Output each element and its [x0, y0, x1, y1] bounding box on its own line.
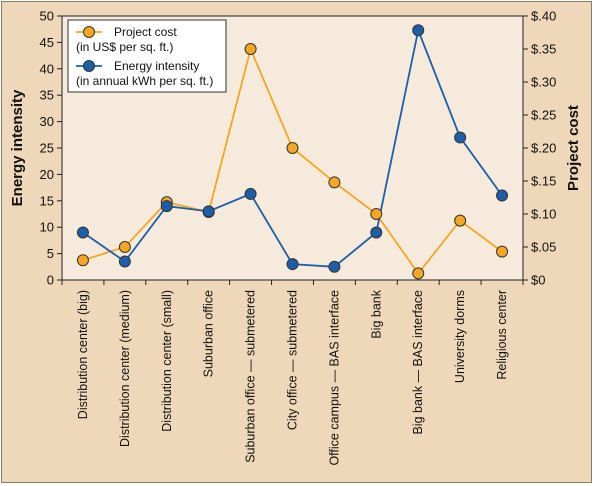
y2-tick-label: $.40: [531, 9, 556, 24]
cost-point: [328, 176, 341, 189]
cost-point: [454, 214, 467, 227]
energy-point: [454, 131, 467, 144]
y-tick-label: 30: [40, 114, 54, 129]
energy-point: [328, 260, 341, 273]
y-axis-title: Energy intensity: [9, 89, 26, 206]
y-tick-label: 25: [40, 141, 54, 156]
y2-tick-label: $.05: [531, 240, 556, 255]
energy-point: [244, 187, 257, 200]
x-tick-label: Religious center: [495, 290, 509, 380]
y-tick-label: 20: [40, 167, 54, 182]
y-tick-label: 10: [40, 220, 54, 235]
cost-point: [496, 245, 509, 258]
x-tick-label: Suburban office: [202, 290, 216, 377]
y2-tick-label: $.30: [531, 75, 556, 90]
energy-point: [160, 200, 173, 213]
x-tick-label: Suburban office — submetered: [244, 290, 258, 463]
energy-point: [496, 189, 509, 202]
x-axis: Distribution center (big) Distribution ce…: [61, 280, 524, 466]
left-axis: 0 5 10 15 20 25 30 35 40 45 50: [40, 9, 62, 288]
legend-energy-unit: (in annual kWh per sq. ft.): [76, 74, 213, 88]
y2-tick-label: $.10: [531, 207, 556, 222]
legend-cost-marker: [83, 26, 95, 38]
energy-point: [370, 226, 383, 239]
y-tick-label: 50: [40, 9, 54, 24]
x-tick-label: Distribution center (medium): [118, 290, 132, 447]
cost-point: [412, 267, 425, 280]
x-tick-label: Distribution center (big): [76, 290, 90, 419]
y2-tick-label: $.35: [531, 42, 556, 57]
cost-point: [244, 43, 257, 55]
y-tick-label: 45: [40, 35, 54, 50]
y-tick-label: 40: [40, 61, 54, 76]
x-tick-label: City office — submetered: [286, 290, 300, 430]
legend-cost-unit: (in US$ per sq. ft.): [76, 40, 173, 54]
x-tick-label: Distribution center (small): [160, 290, 174, 432]
legend-cost-name: Project cost: [114, 25, 177, 39]
legend-energy-marker: [83, 60, 95, 72]
x-tick-label: University dorms: [453, 290, 467, 383]
energy-point: [412, 24, 425, 37]
y-tick-label: 15: [40, 193, 54, 208]
y2-tick-label: $.25: [531, 108, 556, 123]
y-tick-label: 0: [47, 273, 54, 288]
x-tick-label: Big bank: [369, 289, 383, 338]
cost-point: [118, 241, 131, 253]
series-markers: [76, 24, 509, 280]
right-axis: $0 $.05 $.10 $.15 $.20 $.25 $.30 $.35 $.40: [523, 9, 556, 288]
x-tick-label: Office campus — BAS interface: [327, 290, 341, 466]
x-tick-label: Big bank — BAS interface: [411, 290, 425, 435]
energy-point: [202, 205, 215, 218]
y2-axis-title: Project cost: [565, 105, 582, 191]
cost-point: [286, 142, 299, 154]
y-tick-label: 35: [40, 88, 54, 103]
y2-tick-label: $.15: [531, 174, 556, 189]
cost-point: [370, 208, 383, 220]
y2-tick-label: $.20: [531, 141, 556, 156]
legend-energy-name: Energy intensity: [114, 59, 199, 73]
y2-tick-label: $0: [531, 273, 545, 288]
legend: Project cost (in US$ per sq. ft.) Energy…: [67, 19, 227, 93]
cost-point: [76, 254, 89, 267]
energy-point: [76, 226, 89, 239]
energy-point: [286, 258, 299, 271]
y-tick-label: 5: [47, 246, 54, 261]
energy-point: [118, 255, 131, 268]
